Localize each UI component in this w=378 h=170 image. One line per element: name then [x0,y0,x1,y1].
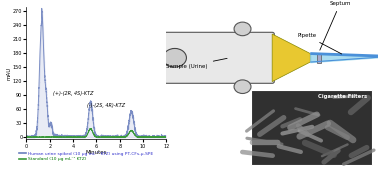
Text: Sample (Urine): Sample (Urine) [166,58,227,69]
Text: (+)-(2R, 4S)-KTZ: (+)-(2R, 4S)-KTZ [53,91,94,96]
Text: Septum: Septum [320,1,351,50]
Bar [251,90,372,165]
Bar [317,53,321,63]
Legend: Human urine spiked (10 μg mL⁻¹ KTZ) using PT-CFs-μ-SPE, Standard (10 μg mL⁻¹ KTZ: Human urine spiked (10 μg mL⁻¹ KTZ) usin… [17,150,155,163]
Circle shape [234,22,251,36]
Circle shape [234,80,251,94]
Y-axis label: mAU: mAU [6,66,12,80]
FancyBboxPatch shape [164,32,274,83]
Text: Cigarette Filters: Cigarette Filters [318,94,367,98]
Text: (-)-(2S, 4R)-KTZ: (-)-(2S, 4R)-KTZ [87,103,125,108]
Polygon shape [272,34,310,82]
Text: Pipette: Pipette [297,33,342,54]
Circle shape [163,48,186,67]
X-axis label: Minutes: Minutes [86,150,107,155]
